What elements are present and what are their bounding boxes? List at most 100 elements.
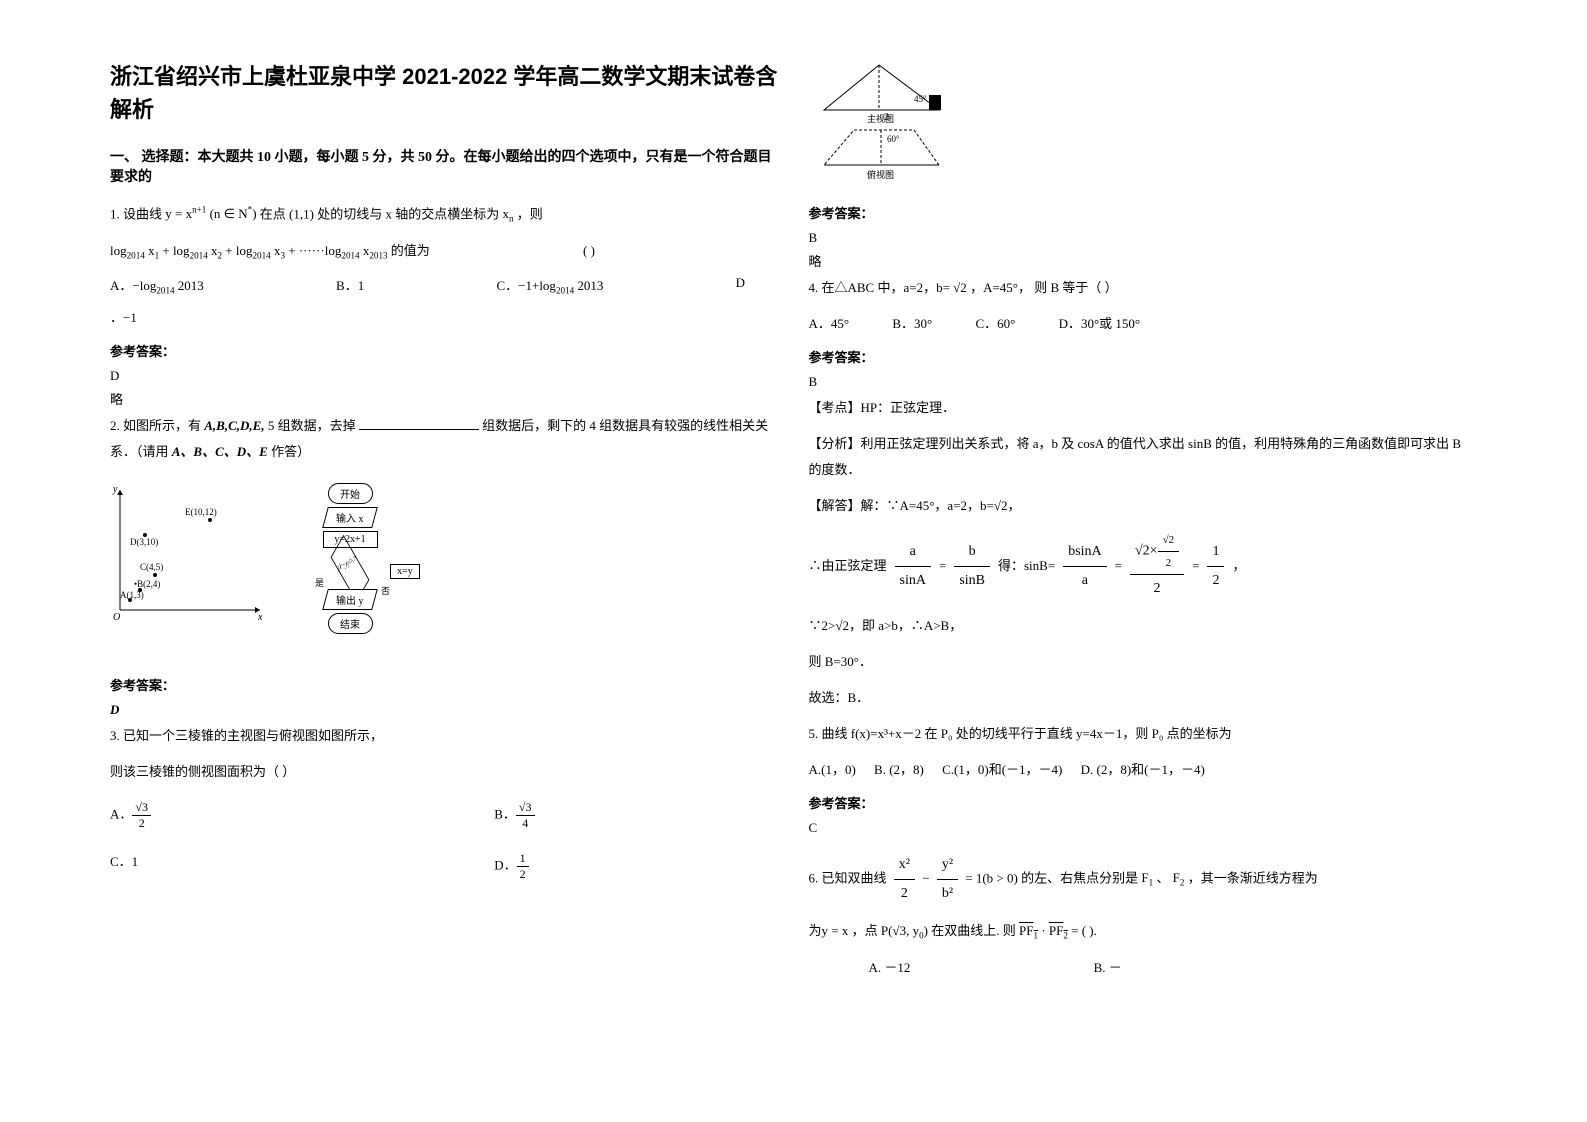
q4-answer: B [809,374,1478,390]
q1-point: (1,1) [289,206,314,221]
q6-point: P(√3, y0) [881,923,928,938]
q1-answer: D [110,368,779,384]
svg-text:x: x [257,612,263,620]
q2-abcde: A,B,C,D,E, [204,418,264,433]
q1-text-b: 在点 [260,206,286,221]
q3-brief: 略 [809,251,1478,270]
flow-no: 否 [381,584,390,597]
q1-paren: ( ) [583,243,595,258]
svg-text:•B(2,4): •B(2,4) [134,579,160,589]
q4-opt-d: D．30°或 150° [1059,316,1141,331]
q4-opt-c: C．60° [975,316,1015,331]
flow-yes: 是 [315,576,324,589]
q6-opt-a: A. －12 [869,960,911,975]
q1-opt-c: C．−1+log2014 2013 [496,275,603,296]
pyramid-diagram: 45° 2 主视图 60° 俯视图 [809,60,979,180]
q4-sqrt2: √2 [953,280,967,295]
q3-opt-d: D．12 [494,851,778,882]
q3-options: A．√32 B．√34 C．1 D．12 [110,800,779,882]
question-4: 4. 在△ABC 中，a=2，b= √2 ，A=45°， 则 B 等于（ ） [809,275,1478,301]
svg-text:C(4,5): C(4,5) [140,562,163,572]
q3-opt-a: A．√32 [110,800,394,831]
svg-text:45°: 45° [914,94,927,104]
q5-opt-c: C.(1，0)和(－1，－4) [942,762,1062,777]
q1-answer-label: 参考答案： [110,341,779,360]
q4-solve-line3: ∵2>√2，即 a>b，∴A>B， [809,613,1478,639]
q2-text-a: 2. 如图所示，有 [110,418,201,433]
q6-pf1: PF1 [1019,923,1038,938]
q4-solve-line2: ∴由正弦定理 asinA = bsinB 得：sinB= bsinAa = √2… [809,529,1478,603]
flowchart: 开始 输入 x y=2x+1 |x−y|>7 x=y 是 否 输出 y 结束 [300,480,400,660]
scatter-plot: y x O A(1,3) •B(2,4) C(4,5) D(3,10) E(10… [110,480,270,620]
flow-input: 输入 x [322,507,378,528]
svg-text:y: y [112,484,118,495]
q2-answer-label: 参考答案： [110,675,779,694]
question-6: 6. 已知双曲线 x²2 − y²b² = 1(b > 0) 的左、右焦点分别是… [809,851,1478,908]
flow-end: 结束 [328,613,373,634]
q2-text-b: 5 组数据，去掉 [268,418,356,433]
q4-opt-a: A．45° [809,316,850,331]
q2-blank [359,429,479,430]
svg-text:俯视图: 俯视图 [867,169,894,180]
q6-options: A. －12 B. － [809,955,1478,981]
q4-solve-line4: 则 B=30°． [809,649,1478,675]
exam-title: 浙江省绍兴市上虞杜亚泉中学 2021-2022 学年高二数学文期末试卷含解析 [110,60,779,126]
flow-output: 输出 y [322,589,378,610]
flow-start: 开始 [328,483,373,504]
q5-opt-b: B. (2，8) [874,762,924,777]
q1-brief: 略 [110,389,779,408]
q2-answer: D [110,702,779,718]
q3-opt-b: B．√34 [494,800,778,831]
q1-sum-line: log2014 x1 + log2014 x2 + log2014 x3 + ·… [110,238,779,265]
q4-answer-label: 参考答案： [809,347,1478,366]
q4-solve-line1: 【解答】解：∵A=45°，a=2，b=√2， [809,493,1478,519]
question-1: 1. 设曲线 y = xn+1 (n ∈ N*) 在点 (1,1) 处的切线与 … [110,201,779,228]
q4-opt-b: B．30° [892,316,932,331]
q4-method: 【分析】利用正弦定理列出关系式，将 a，b 及 cosA 的值代入求出 sinB… [809,431,1478,483]
q1-opt-d-val: ．−1 [110,305,779,331]
q4-analysis: 【考点】HP：正弦定理． [809,395,1478,421]
q1-xn: xn [502,206,513,221]
q6-f2: F2 [1173,870,1185,885]
q5-opt-d: D. (2，8)和(－1，－4) [1081,762,1205,777]
q6-f1: F1 [1141,870,1153,885]
q3-answer: B [809,230,1478,246]
q1-options: A．−log2014 2013 B．1 C．−1+log2014 2013 D [110,275,745,296]
q2-abcde2: A、B、C、D、E [172,444,268,459]
q1-formula: y = xn+1 (n ∈ N*) [165,206,256,221]
svg-text:E(10,12): E(10,12) [185,507,217,517]
q1-text-a: 1. 设曲线 [110,206,162,221]
q5-answer-label: 参考答案： [809,793,1478,812]
svg-text:60°: 60° [887,134,900,144]
q4-solve-line5: 故选：B． [809,685,1478,711]
question-3b: 则该三棱锥的侧视图面积为（ ） [110,759,779,785]
q5-answer: C [809,820,1478,836]
question-2: 2. 如图所示，有 A,B,C,D,E, 5 组数据，去掉 组数据后，剩下的 4… [110,413,779,465]
q6-pf2: PF2 [1049,923,1068,938]
q2-diagrams: y x O A(1,3) •B(2,4) C(4,5) D(3,10) E(10… [110,480,779,660]
q3-opt-c: C．1 [110,851,394,882]
svg-text:O: O [113,612,120,620]
flow-assign: x=y [390,564,420,579]
q5-options: A.(1，0) B. (2，8) C.(1，0)和(－1，－4) D. (2，8… [809,757,1478,783]
section-header: 一、 选择题：本大题共 10 小题，每小题 5 分，共 50 分。在每小题给出的… [110,146,779,186]
q6-line2: 为y = x ，点 P(√3, y0) 在双曲线上. 则 PF1 · PF2 =… [809,918,1478,945]
q6-opt-b: B. － [1094,960,1122,975]
svg-text:D(3,10): D(3,10) [130,537,158,547]
q1-opt-b: B．1 [336,275,364,296]
question-3a: 3. 已知一个三棱锥的主视图与俯视图如图所示， [110,723,779,749]
q1-text-d: ，则 [517,206,543,221]
q5-opt-a: A.(1，0) [809,762,856,777]
q1-text-e: 的值为 [391,243,430,258]
q4-options: A．45° B．30° C．60° D．30°或 150° [809,311,1478,337]
q2-text-d: 作答） [271,444,310,459]
q1-text-c: 处的切线与 x 轴的交点横坐标为 [317,206,499,221]
q1-opt-a: A．−log2014 2013 [110,275,204,296]
svg-text:主视图: 主视图 [867,113,894,124]
q4-text-a: 4. 在△ABC 中，a=2，b= [809,280,950,295]
q1-opt-d: D [736,275,745,296]
q1-sum-formula: log2014 x1 + log2014 x2 + log2014 x3 + ·… [110,243,388,258]
question-5: 5. 曲线 f(x)=x³+x－2 在 P₀ 处的切线平行于直线 y=4x－1，… [809,721,1478,747]
q3-answer-label: 参考答案： [809,203,1478,222]
q4-text-b: ，A=45°， 则 B 等于（ ） [970,280,1118,295]
